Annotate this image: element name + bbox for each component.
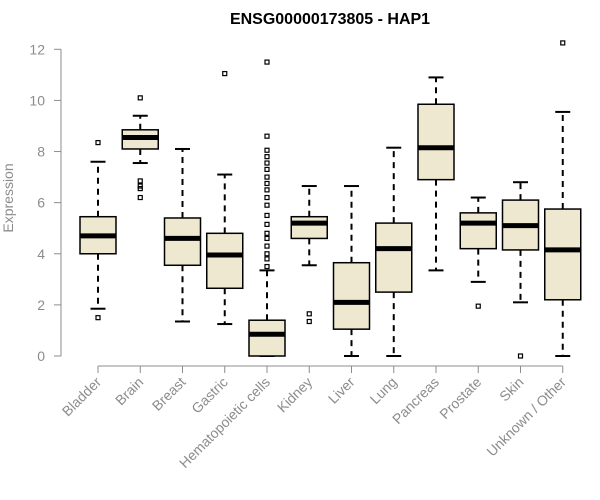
- box-kidney: [290, 185, 328, 325]
- box-iqr: [417, 103, 455, 181]
- outlier-point: [264, 133, 270, 139]
- box-iqr: [163, 217, 202, 267]
- y-tick-label: 6: [37, 195, 45, 211]
- y-tick-label: 2: [37, 297, 45, 313]
- box-liver: [332, 185, 371, 357]
- outlier-point: [306, 318, 312, 325]
- outlier-point: [517, 353, 524, 359]
- x-tick-label: Bladder: [59, 374, 105, 420]
- box-iqr: [332, 261, 371, 330]
- y-tick-label: 12: [29, 41, 45, 57]
- box-unknown-other: [544, 40, 582, 357]
- box-lung: [375, 146, 413, 357]
- x-tick-label: Prostate: [436, 374, 484, 422]
- outlier-point: [264, 166, 270, 173]
- box-gastric: [206, 70, 244, 326]
- x-tick-label: Brain: [112, 374, 146, 408]
- outlier-point: [264, 243, 270, 249]
- outlier-point: [264, 256, 270, 262]
- outlier-point: [560, 40, 566, 46]
- outlier-point: [264, 251, 270, 257]
- outlier-point: [264, 59, 270, 65]
- chart-title: ENSG00000173805 - HAP1: [230, 11, 430, 28]
- box-hematopoietic-cells: [248, 59, 286, 357]
- outlier-point: [264, 194, 270, 201]
- x-tick-label: Kidney: [274, 374, 316, 416]
- box-brain: [121, 95, 159, 201]
- outlier-point: [264, 174, 270, 180]
- box-bladder: [79, 139, 117, 321]
- y-tick-label: 10: [29, 92, 45, 108]
- outlier-point: [264, 180, 270, 187]
- y-axis-label: Expression: [0, 163, 16, 232]
- outlier-point: [264, 230, 270, 236]
- x-tick-label: Skin: [496, 374, 527, 405]
- x-tick-label: Pancreas: [389, 374, 442, 427]
- outlier-point: [264, 212, 270, 219]
- box-iqr: [290, 215, 328, 240]
- outlier-point: [264, 221, 270, 227]
- box-iqr: [206, 232, 244, 290]
- box-prostate: [459, 196, 497, 309]
- outlier-point: [137, 185, 143, 192]
- outlier-point: [264, 147, 270, 153]
- box-iqr: [375, 222, 413, 293]
- outlier-point: [264, 187, 270, 193]
- y-tick-label: 0: [37, 348, 45, 364]
- y-axis: 0 2 4 6 8 10 12: [29, 41, 62, 364]
- outlier-point: [222, 70, 228, 77]
- y-tick-label: 4: [37, 246, 45, 262]
- outlier-point: [264, 235, 270, 242]
- x-tick-label: Unknown / Other: [483, 374, 569, 460]
- box-iqr: [248, 319, 286, 357]
- box-pancreas: [417, 76, 455, 272]
- outlier-point: [95, 139, 101, 146]
- box-iqr: [459, 212, 497, 250]
- x-tick-label: Liver: [325, 374, 358, 407]
- outlier-point: [137, 95, 143, 101]
- outlier-point: [264, 160, 270, 166]
- box-breast: [163, 147, 202, 323]
- outlier-point: [264, 154, 270, 160]
- outlier-point: [95, 315, 101, 321]
- x-tick-label: Breast: [149, 374, 189, 414]
- outlier-point: [306, 311, 312, 317]
- boxes-layer: [79, 40, 582, 359]
- outlier-point: [264, 263, 270, 270]
- outlier-point: [137, 178, 143, 184]
- box-skin: [501, 181, 540, 359]
- y-tick-label: 8: [37, 144, 45, 160]
- x-tick-label: Lung: [367, 374, 400, 407]
- outlier-point: [137, 194, 143, 201]
- box-iqr: [544, 208, 582, 301]
- outlier-point: [264, 202, 270, 208]
- outlier-point: [475, 303, 481, 309]
